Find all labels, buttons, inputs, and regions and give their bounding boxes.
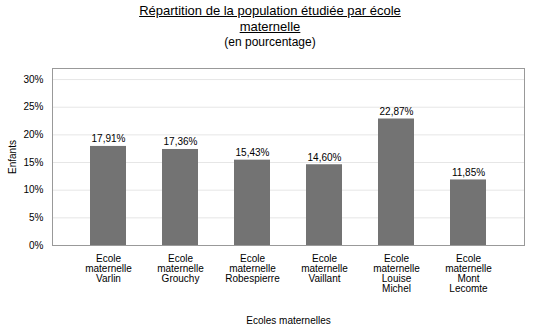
svg-text:14,60%: 14,60% [308, 152, 342, 163]
svg-text:15%: 15% [23, 157, 43, 168]
svg-text:Enfants: Enfants [7, 140, 18, 174]
svg-text:20%: 20% [23, 129, 43, 140]
svg-text:15,43%: 15,43% [236, 147, 270, 158]
html-text:(en pourcentage): (en pourcentage) [224, 35, 316, 49]
svg-text:25%: 25% [23, 101, 43, 112]
html-text:maternelle: maternelle [239, 19, 301, 34]
svg-text:EcolematernelleLouiseMichel: EcolematernelleLouiseMichel [373, 253, 420, 294]
svg-text:30%: 30% [23, 74, 43, 85]
svg-text:0%: 0% [29, 240, 44, 251]
svg-text:EcolematernelleRobespierre: EcolematernelleRobespierre [225, 253, 280, 284]
svg-text:EcolematernelleVarlin: EcolematernelleVarlin [85, 253, 132, 284]
html-text:Répartition de la population é: Répartition de la population étudiée par… [139, 3, 401, 18]
svg-text:EcolematernelleMontLecomte: EcolematernelleMontLecomte [445, 253, 492, 294]
svg-text:5%: 5% [29, 212, 44, 223]
svg-text:17,91%: 17,91% [92, 133, 126, 144]
svg-text:22,87%: 22,87% [380, 106, 414, 117]
svg-text:10%: 10% [23, 184, 43, 195]
svg-text:Ecoles maternelles: Ecoles maternelles [246, 315, 330, 326]
svg-text:EcolematernelleVaillant: EcolematernelleVaillant [301, 253, 348, 284]
svg-text:17,36%: 17,36% [164, 136, 198, 147]
svg-text:11,85%: 11,85% [452, 167, 485, 178]
svg-text:EcolematernelleGrouchy: EcolematernelleGrouchy [157, 253, 204, 284]
